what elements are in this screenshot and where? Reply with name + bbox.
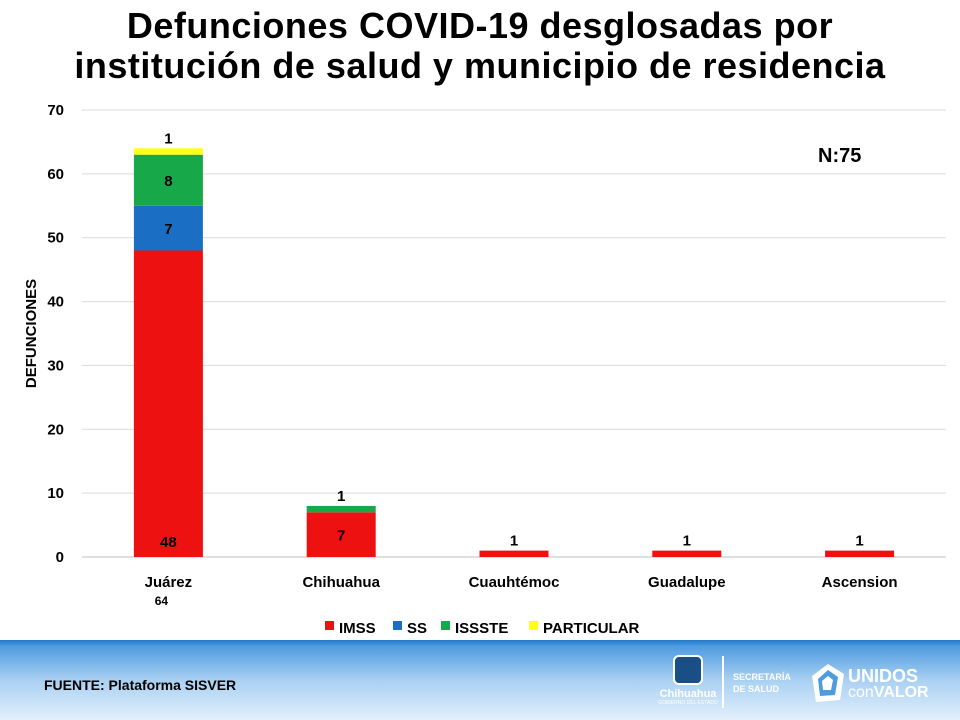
bar-issste-0 (133, 154, 203, 206)
unidos-text: UNIDOS (848, 666, 919, 686)
legend-swatch (325, 621, 334, 630)
data-label: 1 (164, 130, 172, 147)
secretaria-salud-logo: SECRETARÍA DE SALUD (733, 671, 791, 695)
category-total-label: 64 (155, 594, 169, 608)
source-note: FUENTE: Plataforma SISVER (44, 677, 237, 693)
y-tick-label: 20 (47, 421, 64, 438)
shield-icon (673, 655, 703, 685)
y-tick-label: 10 (47, 485, 64, 502)
data-label: 1 (510, 533, 518, 550)
x-tick-label: Ascension (822, 574, 898, 591)
chihuahua-logo: Chihuahua GOBIERNO DEL ESTADO (655, 655, 721, 710)
y-tick-label: 40 (47, 294, 64, 311)
legend-swatch (441, 621, 450, 630)
secretaria-line-2: DE SALUD (733, 684, 780, 694)
unidos-con-valor-logo: UNIDOS conVALOR (806, 660, 946, 710)
data-label: 1 (683, 533, 691, 550)
x-tick-label: Juárez (145, 574, 193, 591)
footer-band (0, 640, 960, 720)
data-label: 8 (164, 173, 172, 190)
y-tick-label: 70 (47, 102, 64, 119)
data-label: 1 (855, 533, 863, 550)
data-label: 7 (337, 528, 345, 545)
stacked-bar-chart: 0 10 20 30 40 50 60 70 DEFUNCIONES 48 7 8 1 Juárez 64 7… (23, 102, 946, 637)
x-tick-label: Chihuahua (302, 574, 380, 591)
legend-label: IMSS (339, 620, 376, 637)
chart-title: Defunciones COVID-19 desglosadas por ins… (0, 6, 960, 86)
y-tick-label: 0 (56, 549, 64, 566)
bar-imss-4 (825, 550, 895, 557)
y-tick-label: 30 (47, 357, 64, 374)
valor-text: VALOR (873, 684, 929, 701)
y-axis-label: DEFUNCIONES (23, 279, 40, 388)
n-annotation: N:75 (818, 145, 861, 167)
legend-label: SS (407, 620, 427, 637)
chihuahua-logo-name: Chihuahua (659, 688, 717, 700)
title-line-2: institución de salud y municipio de resi… (74, 45, 886, 86)
bar-imss-1 (306, 512, 376, 557)
bar-particular-0 (133, 148, 203, 155)
y-tick-label: 50 (47, 230, 64, 247)
chihuahua-logo-sub: GOBIERNO DEL ESTADO (658, 700, 718, 706)
unidos-mark-icon (812, 664, 844, 702)
x-tick-label: Guadalupe (648, 574, 726, 591)
secretaria-line-1: SECRETARÍA (733, 672, 791, 682)
legend-label: ISSSTE (455, 620, 508, 637)
x-tick-label: Cuauhtémoc (469, 574, 560, 591)
bar-ss-0 (133, 205, 203, 251)
title-line-1: Defunciones COVID-19 desglosadas por (126, 5, 834, 46)
data-label: 48 (160, 534, 177, 551)
bar-imss-2 (479, 550, 549, 557)
bar-imss-0 (133, 250, 203, 557)
con-valor-text: conVALOR (848, 684, 929, 702)
bar-issste-1 (306, 505, 376, 513)
y-tick-label: 60 (47, 166, 64, 183)
legend-swatch (529, 621, 538, 630)
bar-imss-3 (652, 550, 722, 557)
legend-label: PARTICULAR (543, 620, 640, 637)
legend-swatch (393, 621, 402, 630)
con-text: con (848, 684, 874, 701)
data-label: 1 (337, 488, 345, 505)
logo-divider (722, 656, 724, 708)
data-label: 7 (164, 221, 172, 238)
